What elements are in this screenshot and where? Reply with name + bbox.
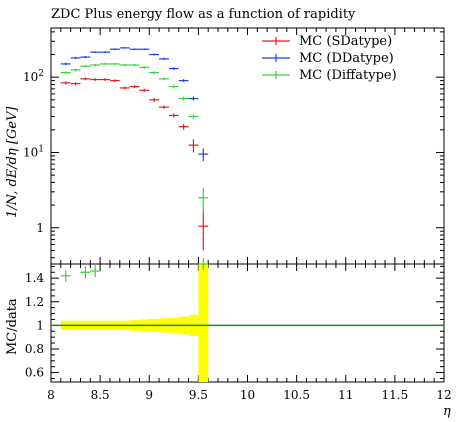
y-axis-label-ratio: MC/data <box>5 298 20 355</box>
x-tick-labels: 8 8.5 9 9.5 10 10.5 11 11.5 12 <box>47 388 451 402</box>
ratio-panel-series <box>60 258 209 282</box>
main-panel-ticks: 1 101 102 <box>23 28 445 264</box>
ratio-y-tick-label: 1.4 <box>25 271 44 285</box>
ratio-y-tick-label: 1 <box>36 318 44 332</box>
main-panel-series <box>60 47 209 251</box>
x-axis-label: η <box>443 404 451 419</box>
ratio-y-tick-label: 0.6 <box>25 366 44 380</box>
x-tick-label: 12 <box>436 388 451 402</box>
main-y-tick-label: 101 <box>23 144 44 159</box>
ratio-y-tick-label: 1.2 <box>25 295 44 309</box>
x-tick-label: 9 <box>145 388 153 402</box>
y-axis-label-main: 1/N, dE/dη [GeV] <box>5 106 20 218</box>
chart-title: ZDC Plus energy flow as a function of ra… <box>51 7 356 22</box>
x-tick-label: 11.5 <box>382 388 409 402</box>
x-tick-label: 8.5 <box>91 388 110 402</box>
x-tick-label: 10 <box>240 388 255 402</box>
x-tick-label: 11 <box>338 388 353 402</box>
x-tick-label: 10.5 <box>283 388 310 402</box>
x-tick-label: 9.5 <box>189 388 208 402</box>
main-y-tick-label: 102 <box>23 69 44 84</box>
legend-label-2: MC (Diffatype) <box>299 68 397 83</box>
legend: MC (SDatype) MC (DDatype) MC (Diffatype) <box>262 34 397 83</box>
ratio-y-tick-label: 0.8 <box>25 342 44 356</box>
ratio-uncertainty-band <box>60 264 209 382</box>
legend-label-0: MC (SDatype) <box>299 34 392 49</box>
legend-label-1: MC (DDatype) <box>299 51 394 66</box>
ratio-band-bin <box>198 264 209 382</box>
x-tick-label: 8 <box>47 388 55 402</box>
main-y-tick-label: 1 <box>36 221 44 235</box>
